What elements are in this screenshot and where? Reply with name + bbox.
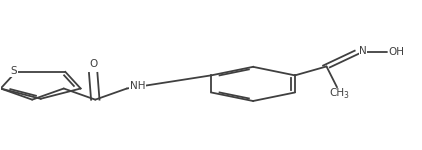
Text: 3: 3 xyxy=(344,91,349,100)
Text: CH: CH xyxy=(330,88,345,98)
Text: N: N xyxy=(359,46,367,56)
Text: S: S xyxy=(11,66,17,76)
Text: O: O xyxy=(89,59,97,69)
Text: OH: OH xyxy=(389,47,405,57)
Text: NH: NH xyxy=(130,81,145,91)
